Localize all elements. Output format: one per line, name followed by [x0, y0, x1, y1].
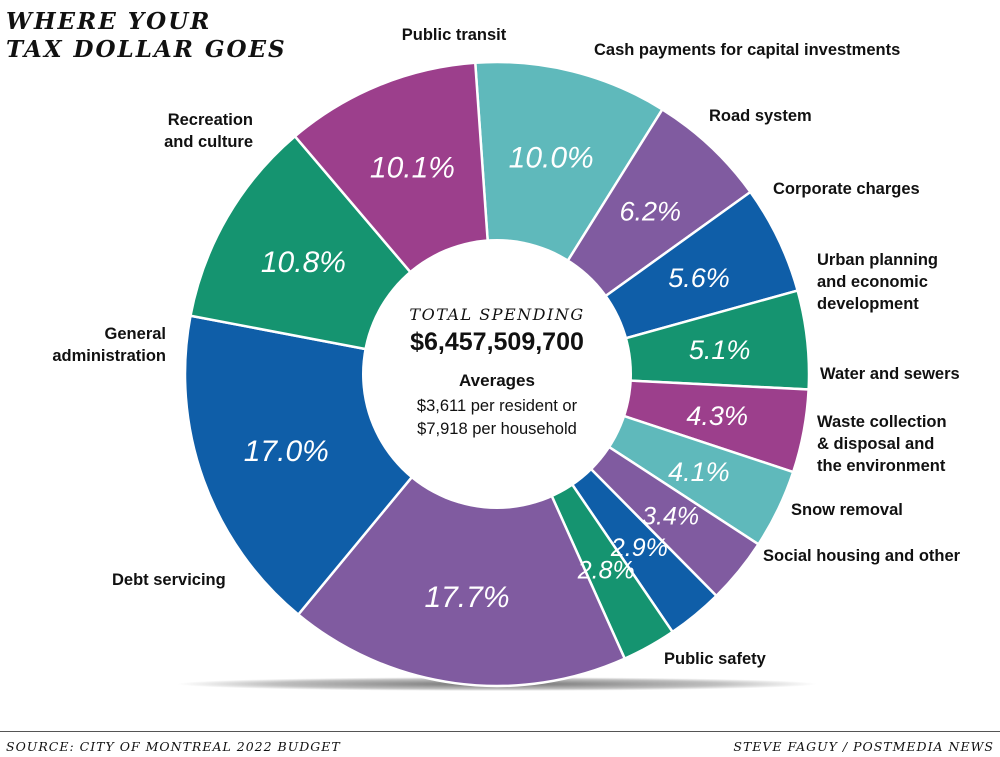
percent-labels-group: 10.0% 6.2% 5.6% 5.1% 4.3% 4.1% 3.4% 2.9%2.8% 17.… [244, 141, 751, 613]
percent-label-cash-payments-for-capital-investments: 6.2% [619, 196, 681, 226]
category-label-line: Public transit [402, 26, 507, 44]
percent-label-urban-planning-and-economic-development: 4.3% [686, 401, 748, 431]
percent-label-debt-servicing: 17.0% [244, 435, 329, 468]
donut-chart: 10.0% 6.2% 5.6% 5.1% 4.3% 4.1% 3.4% 2.9%2.8% 17.… [52, 26, 961, 691]
percent-label-corporate-charges: 5.1% [689, 335, 751, 365]
category-label-line: development [817, 295, 919, 313]
percent-label-public-safety: 17.7% [424, 581, 509, 614]
center-hole [362, 239, 632, 509]
category-label-line: Road system [709, 107, 812, 125]
chart-title-line-2: TAX DOLLAR GOES [6, 36, 287, 63]
category-label-line: General [105, 325, 166, 343]
percent-label-road-system: 5.6% [668, 263, 730, 293]
percent-label-snow-removal: 2.9% [610, 534, 668, 562]
category-label-line: Waste collection [817, 413, 947, 431]
source-credit: SOURCE: CITY OF MONTREAL 2022 BUDGET [6, 739, 341, 754]
category-label-waste-collection-and-disposal-and-the-environment: Waste collection & disposal and the enviro… [817, 413, 947, 475]
center-heading: TOTAL SPENDING [409, 305, 584, 324]
category-label-water-and-sewers: Water and sewers [820, 365, 960, 383]
category-label-general-administration: General administration [52, 325, 166, 365]
center-averages-label: Averages [459, 371, 535, 390]
category-label-line: Snow removal [791, 501, 903, 519]
category-labels-group: Public transit Cash payments for capital … [52, 26, 960, 668]
category-label-line: Corporate charges [773, 180, 920, 198]
percent-label-social-housing-and-other: 2.8% [577, 557, 635, 585]
author-credit: STEVE FAGUY / POSTMEDIA NEWS [733, 739, 994, 754]
category-label-line: and economic [817, 273, 928, 291]
category-label-line: Cash payments for capital investments [594, 41, 900, 59]
footer-divider [0, 731, 1000, 732]
category-label-line: Urban planning [817, 251, 938, 269]
category-label-public-transit: Public transit [402, 26, 507, 44]
category-label-social-housing-and-other: Social housing and other [763, 547, 961, 565]
category-label-road-system: Road system [709, 107, 812, 125]
chart-title-line-1: WHERE YOUR [6, 8, 212, 35]
category-label-line: Social housing and other [763, 547, 961, 565]
chart-title: WHERE YOUR TAX DOLLAR GOES [6, 8, 287, 64]
category-label-corporate-charges: Corporate charges [773, 180, 920, 198]
category-label-recreation-and-culture: Recreation and culture [164, 111, 253, 151]
percent-label-general-administration: 10.8% [261, 246, 346, 279]
category-label-public-safety: Public safety [664, 650, 767, 668]
category-label-line: Water and sewers [820, 365, 960, 383]
percent-label-public-transit: 10.0% [509, 141, 594, 174]
percent-label-waste-collection-and-disposal-and-the-environment: 3.4% [642, 503, 699, 531]
category-label-line: Recreation [168, 111, 253, 129]
category-label-line: Debt servicing [112, 571, 226, 589]
category-label-line: Public safety [664, 650, 767, 668]
percent-label-recreation-and-culture: 10.1% [370, 151, 455, 184]
center-total: $6,457,509,700 [410, 328, 584, 356]
percent-label-water-and-sewers: 4.1% [668, 457, 730, 487]
category-label-line: administration [52, 347, 166, 365]
category-label-line: the environment [817, 457, 946, 475]
category-label-cash-payments-for-capital-investments: Cash payments for capital investments [594, 41, 900, 59]
center-per-resident: $3,611 per resident or [417, 397, 578, 415]
category-label-snow-removal: Snow removal [791, 501, 903, 519]
category-label-line: and culture [164, 133, 253, 151]
category-label-urban-planning-and-economic-development: Urban planning and economic development [817, 251, 938, 313]
category-label-debt-servicing: Debt servicing [112, 571, 226, 589]
category-label-line: & disposal and [817, 435, 934, 453]
center-per-household: $7,918 per household [417, 420, 577, 438]
